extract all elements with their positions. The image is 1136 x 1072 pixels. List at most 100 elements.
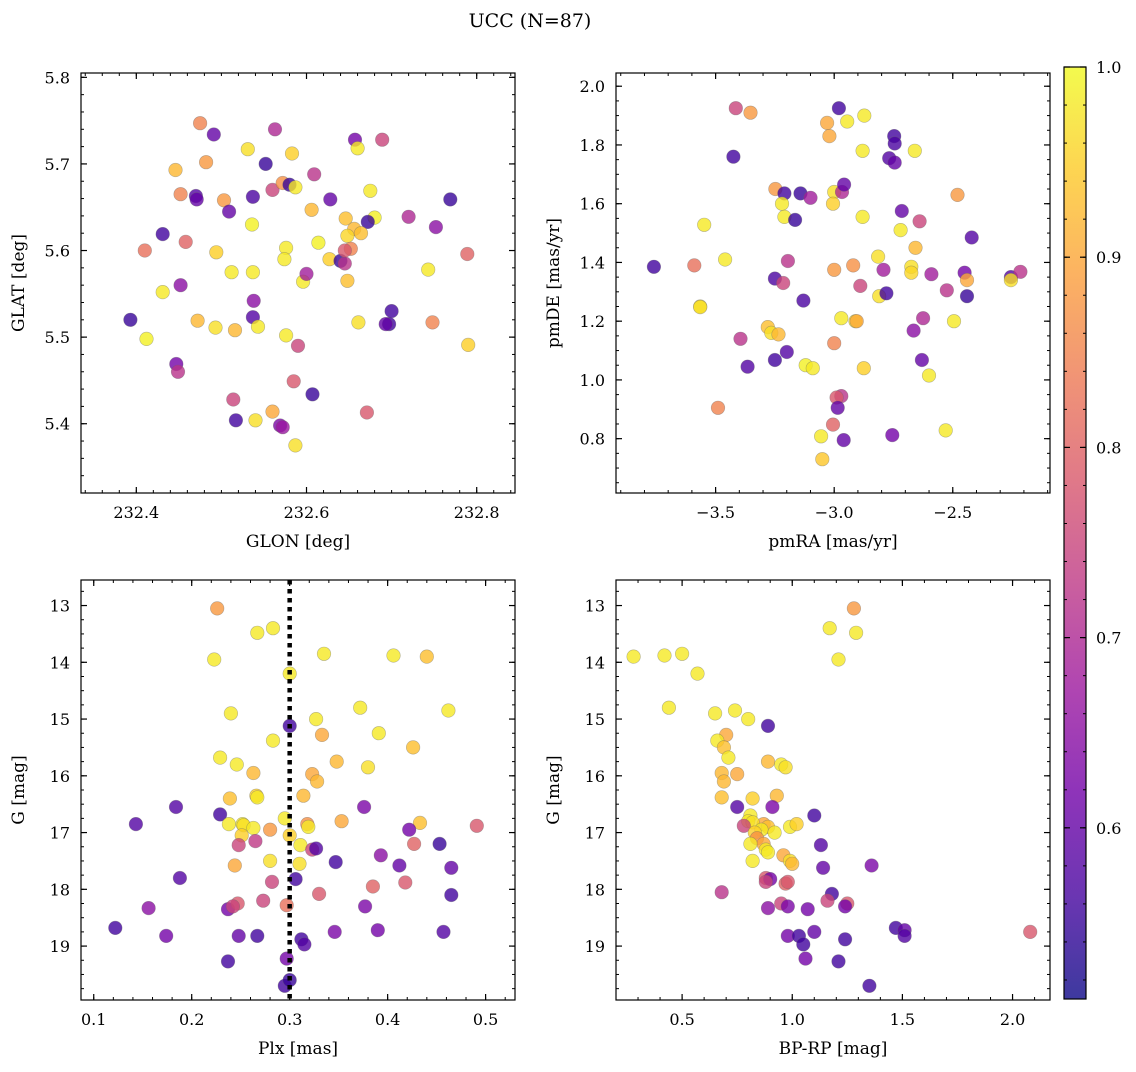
data-point (758, 874, 773, 890)
data-point (853, 278, 868, 294)
data-point (419, 649, 434, 664)
tick-marks (81, 580, 515, 1000)
data-point (128, 816, 143, 832)
data-point (284, 146, 300, 161)
data-point (825, 417, 841, 432)
data-point (329, 754, 344, 769)
data-point (864, 858, 879, 873)
data-point (950, 187, 965, 202)
y-tick-label: 15 (585, 710, 605, 729)
points-plx-g (108, 601, 484, 993)
data-point (862, 978, 877, 993)
colorbar-frame (1063, 66, 1087, 1000)
data-point (716, 774, 732, 789)
data-point (785, 856, 800, 871)
data-point (123, 312, 138, 327)
panel-plx-g: 0.1 0.2 0.3 0.4 0.5 13 14 15 16 17 18 19 Plx [mas] G … (9, 579, 516, 1059)
data-point (743, 105, 758, 120)
data-point (263, 822, 278, 837)
data-point (820, 893, 835, 908)
y-tick-label: 1.0 (580, 371, 605, 390)
data-point (375, 132, 390, 147)
data-point (887, 155, 902, 170)
data-point (444, 860, 459, 875)
axes-frame (615, 579, 1051, 1001)
data-point (796, 937, 811, 952)
y-axis-label: G [mag] (9, 755, 29, 824)
data-point (296, 788, 311, 803)
data-point (767, 825, 782, 840)
data-point (231, 837, 246, 853)
y-tick-label: 13 (585, 597, 605, 616)
data-point (938, 423, 953, 438)
data-point (740, 359, 755, 374)
data-point (939, 283, 954, 298)
data-point (765, 799, 780, 815)
data-point (267, 122, 283, 137)
x-tick-label: 232.6 (284, 503, 330, 522)
data-point (717, 252, 733, 267)
data-point (297, 937, 312, 952)
data-point (250, 928, 265, 944)
data-point (337, 243, 352, 258)
data-point (250, 319, 266, 334)
data-point (398, 875, 413, 890)
data-point (275, 420, 290, 435)
data-point (441, 703, 456, 718)
data-point (402, 822, 417, 837)
data-point (780, 899, 795, 914)
data-point (743, 836, 758, 852)
data-point (334, 814, 349, 829)
x-axis-label: GLON [deg] (246, 532, 350, 552)
colorbar-tick-label: 0.8 (1096, 438, 1121, 457)
data-point (363, 183, 378, 198)
data-point (800, 902, 815, 917)
data-point (248, 413, 263, 428)
tick-marks (81, 73, 515, 494)
data-point (959, 289, 975, 304)
data-point (328, 854, 343, 870)
points-bprp-g (626, 601, 1038, 993)
data-point (813, 429, 829, 444)
data-point (168, 162, 183, 178)
data-point (223, 706, 238, 721)
data-point (172, 870, 187, 886)
data-point (827, 262, 842, 277)
data-point (258, 156, 273, 171)
data-point (170, 364, 186, 379)
data-point (316, 646, 332, 661)
data-point (714, 790, 729, 805)
axes-frame (80, 72, 516, 494)
data-point (216, 193, 232, 208)
data-point (231, 928, 246, 944)
data-point (168, 799, 184, 815)
data-point (244, 217, 260, 232)
data-point (351, 315, 366, 330)
data-point (248, 833, 263, 849)
data-point (803, 190, 818, 205)
x-tick-label: 232.8 (454, 503, 500, 522)
y-tick-label: 19 (50, 937, 70, 956)
data-point (822, 129, 837, 144)
x-tick-label: −3.5 (696, 503, 735, 522)
y-axis-label: GLAT [deg] (9, 234, 29, 332)
data-point (908, 240, 923, 255)
data-point (787, 212, 803, 227)
x-tick-label: 0.1 (81, 1010, 106, 1029)
data-point (914, 352, 930, 368)
data-point (139, 331, 154, 347)
data-point (887, 136, 902, 151)
data-point (428, 220, 444, 235)
data-point (837, 932, 853, 947)
data-point (246, 820, 261, 836)
y-tick-label: 19 (585, 937, 605, 956)
data-point (921, 368, 937, 383)
data-point (222, 204, 237, 219)
data-point (359, 405, 375, 420)
data-point (220, 954, 236, 969)
x-tick-label: 0.2 (179, 1010, 204, 1029)
data-point (1023, 924, 1038, 940)
data-point (340, 273, 355, 288)
x-tick-label: 1.5 (890, 1010, 915, 1029)
data-point (827, 336, 842, 351)
